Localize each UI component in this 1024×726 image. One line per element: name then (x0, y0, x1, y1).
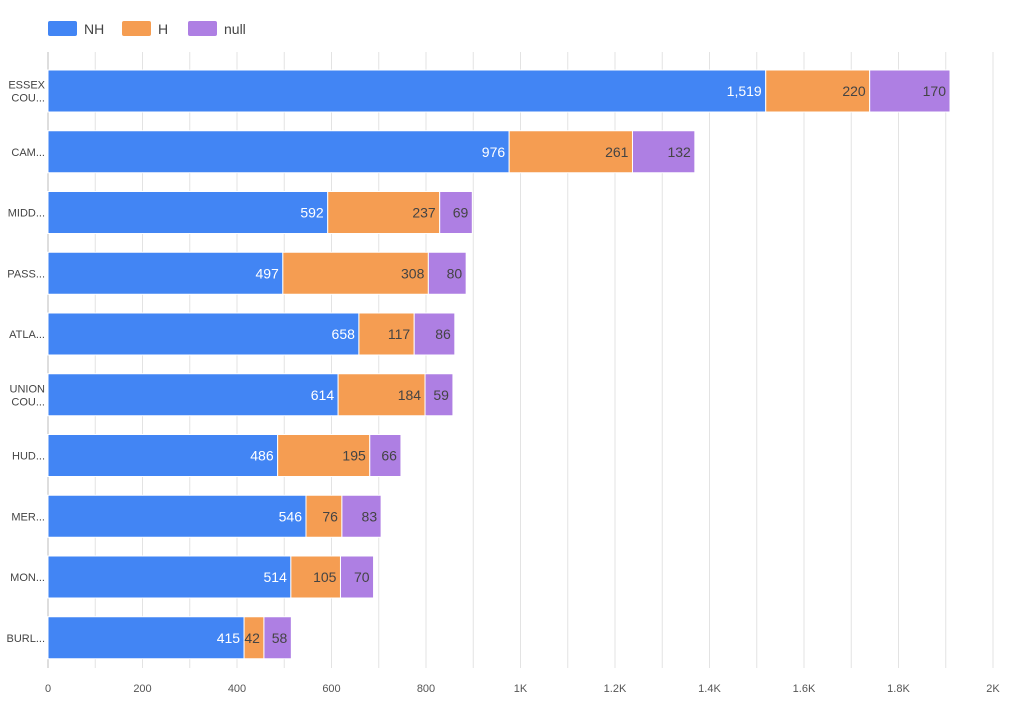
data-label: 132 (667, 144, 691, 160)
bar-segment-h (282, 251, 429, 295)
bar-segment-nh (47, 312, 360, 356)
data-label: 59 (433, 387, 449, 403)
bar-segment-null (339, 555, 375, 599)
data-label: 415 (217, 630, 241, 646)
legend-swatch-nh (48, 21, 77, 36)
category-label: MER... (11, 511, 45, 523)
bar-segment-nh (47, 434, 279, 477)
legend-label: NH (84, 21, 104, 37)
bar-segment-null (439, 191, 473, 234)
category-axis: ESSEXCOU...CAM...MIDD...PASS...ATLA...UN… (6, 80, 45, 645)
x-tick-label: 2K (986, 683, 1000, 695)
x-tick-label: 1.2K (604, 683, 627, 695)
data-label: 117 (388, 326, 411, 342)
legend-swatch-h (122, 21, 151, 36)
data-label: 497 (255, 265, 279, 281)
legend-label: null (224, 21, 246, 37)
data-label: 83 (362, 508, 378, 524)
bar-segment-h (337, 373, 426, 417)
bar-segment-h (358, 312, 415, 356)
category-label: PASS... (7, 268, 45, 280)
data-label: 69 (453, 205, 469, 221)
bar-segment-null (369, 434, 402, 477)
data-label: 614 (311, 387, 335, 403)
category-label: CAM... (11, 147, 45, 159)
x-tick-label: 0 (45, 683, 51, 695)
x-tick-label: 1.4K (698, 683, 721, 695)
data-label: 70 (354, 569, 370, 585)
data-label: 658 (332, 326, 356, 342)
bar-segment-null (424, 373, 454, 417)
data-label: 261 (605, 144, 629, 160)
data-label: 80 (447, 265, 463, 281)
bars (47, 69, 951, 660)
bar-segment-h (290, 555, 341, 599)
bar-segment-null (631, 130, 696, 174)
data-label: 86 (435, 326, 451, 342)
value-axis: 0 200 400 600 800 1K 1.2K 1.4K 1.6K 1.8K 2K (45, 683, 1000, 695)
x-tick-label: 1K (514, 683, 528, 695)
data-label: 184 (398, 387, 422, 403)
data-label: 220 (842, 83, 866, 99)
x-tick-label: 600 (322, 683, 340, 695)
bar-segment-nh (47, 555, 292, 599)
data-label: 237 (412, 205, 436, 221)
data-label: 66 (381, 448, 397, 464)
category-label: UNION (10, 383, 46, 395)
bar-segment-h (305, 494, 343, 538)
bar-segment-nh (47, 130, 510, 174)
category-label: COU... (11, 93, 45, 105)
x-tick-label: 1.8K (887, 683, 910, 695)
bar-segment-null (341, 494, 382, 538)
bar-segment-null (263, 616, 292, 660)
x-tick-label: 200 (133, 683, 151, 695)
data-labels: 1,519 220 170 976 261 132 592 237 69 497 308 80 658 1… (217, 83, 946, 646)
x-tick-label: 800 (417, 683, 435, 695)
data-label: 170 (923, 83, 947, 99)
bar-segment-h (508, 130, 633, 174)
data-label: 58 (272, 630, 288, 646)
bar-segment-null (869, 69, 951, 113)
category-label: ATLA... (9, 329, 45, 341)
category-label: HUD... (12, 451, 45, 463)
category-label: COU... (11, 396, 45, 408)
bar-segment-nh (47, 191, 329, 234)
data-label: 592 (300, 205, 324, 221)
legend-label: H (158, 21, 168, 37)
data-label: 546 (279, 508, 303, 524)
data-label: 76 (322, 508, 338, 524)
data-label: 195 (342, 448, 366, 464)
data-label: 976 (482, 144, 506, 160)
data-label: 42 (244, 630, 260, 646)
bar-segment-nh (47, 251, 284, 295)
x-tick-label: 1.6K (793, 683, 816, 695)
bar-segment-h (277, 434, 371, 477)
x-tick-label: 400 (228, 683, 246, 695)
bar-segment-nh (47, 373, 339, 417)
data-label: 514 (264, 569, 288, 585)
category-label: MON... (10, 572, 45, 584)
data-label: 105 (313, 569, 337, 585)
data-label: 1,519 (727, 83, 762, 99)
category-label: ESSEX (8, 80, 45, 92)
category-label: MIDD... (8, 208, 45, 220)
bar-segment-nh (47, 69, 767, 113)
category-label: BURL... (6, 633, 45, 645)
bar-segment-nh (47, 494, 307, 538)
bar-segment-h (327, 191, 441, 234)
bar-segment-null (427, 251, 467, 295)
bar-segment-nh (47, 616, 245, 660)
legend-swatch-null (188, 21, 217, 36)
data-label: 486 (250, 448, 274, 464)
bar-segment-null (413, 312, 456, 356)
data-label: 308 (401, 265, 425, 281)
